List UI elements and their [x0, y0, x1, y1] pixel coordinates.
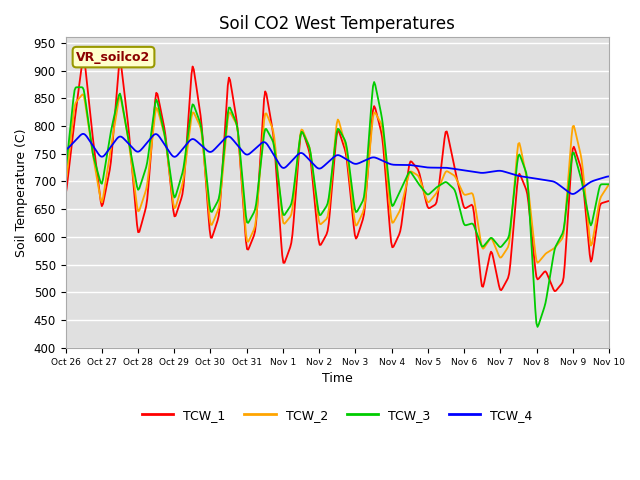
TCW_1 — [232, 111, 239, 117]
TCW_3 — [393, 195, 401, 201]
TCW_1 — [557, 281, 565, 287]
TCW_4 — [367, 155, 374, 161]
Text: VR_soilco2: VR_soilco2 — [76, 50, 150, 64]
TCW_3 — [605, 181, 613, 187]
Line: TCW_2: TCW_2 — [65, 95, 609, 263]
TCW_1 — [393, 237, 401, 242]
TCW_2 — [367, 137, 374, 143]
TCW_4 — [61, 147, 69, 153]
TCW_4 — [605, 173, 613, 179]
TCW_1 — [80, 54, 88, 60]
TCW_4 — [232, 140, 239, 146]
TCW_3 — [291, 178, 298, 184]
TCW_1 — [605, 198, 613, 204]
TCW_4 — [462, 168, 470, 174]
TCW_2 — [462, 192, 470, 198]
TCW_4 — [556, 183, 564, 189]
X-axis label: Time: Time — [322, 372, 353, 385]
TCW_4 — [393, 162, 401, 168]
TCW_3 — [371, 79, 378, 85]
TCW_4 — [569, 191, 577, 197]
TCW_1 — [61, 192, 69, 198]
TCW_3 — [462, 222, 470, 228]
TCW_2 — [557, 237, 565, 243]
TCW_2 — [61, 181, 69, 187]
TCW_4 — [292, 154, 300, 159]
TCW_3 — [365, 126, 373, 132]
TCW_2 — [292, 174, 300, 180]
TCW_4 — [80, 131, 88, 137]
TCW_1 — [367, 133, 374, 139]
TCW_3 — [231, 116, 239, 121]
TCW_2 — [232, 120, 239, 125]
Line: TCW_1: TCW_1 — [65, 57, 609, 291]
TCW_3 — [61, 167, 69, 173]
TCW_1 — [462, 205, 470, 211]
Title: Soil CO2 West Temperatures: Soil CO2 West Temperatures — [220, 15, 455, 33]
TCW_2 — [79, 92, 86, 97]
Y-axis label: Soil Temperature (C): Soil Temperature (C) — [15, 128, 28, 257]
TCW_3 — [534, 324, 541, 330]
TCW_2 — [534, 260, 541, 265]
Legend: TCW_1, TCW_2, TCW_3, TCW_4: TCW_1, TCW_2, TCW_3, TCW_4 — [137, 404, 538, 427]
TCW_3 — [557, 233, 565, 239]
TCW_1 — [550, 288, 558, 294]
Line: TCW_3: TCW_3 — [65, 82, 609, 327]
TCW_2 — [605, 182, 613, 188]
TCW_2 — [393, 214, 401, 219]
Line: TCW_4: TCW_4 — [65, 134, 609, 194]
TCW_1 — [292, 190, 300, 195]
